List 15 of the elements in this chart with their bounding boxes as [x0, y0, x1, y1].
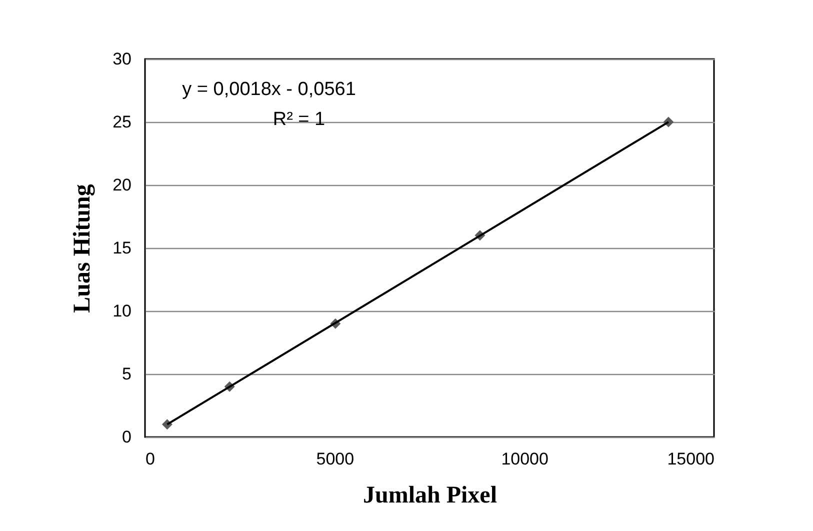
y-tick-label: 5 [122, 364, 132, 384]
x-axis-title: Jumlah Pixel [362, 482, 498, 508]
annotation: R² = 1 [272, 109, 326, 130]
x-tick-label: 0 [146, 450, 155, 468]
annotation: y = 0,0018x - 0,0561 [182, 79, 356, 100]
y-tick-label: 25 [112, 112, 132, 132]
y-tick-label: 0 [122, 428, 132, 446]
x-tick-label: 15000 [667, 450, 714, 468]
x-tick-label: 5000 [316, 450, 354, 468]
x-tick-label: 10000 [501, 450, 548, 468]
y-tick-label: 15 [112, 238, 132, 258]
y-tick-label: 10 [112, 302, 132, 320]
y-tick-label: 30 [112, 50, 132, 68]
y-tick-label: 20 [112, 176, 132, 194]
y-axis-title: Luas Hitung [70, 184, 96, 313]
